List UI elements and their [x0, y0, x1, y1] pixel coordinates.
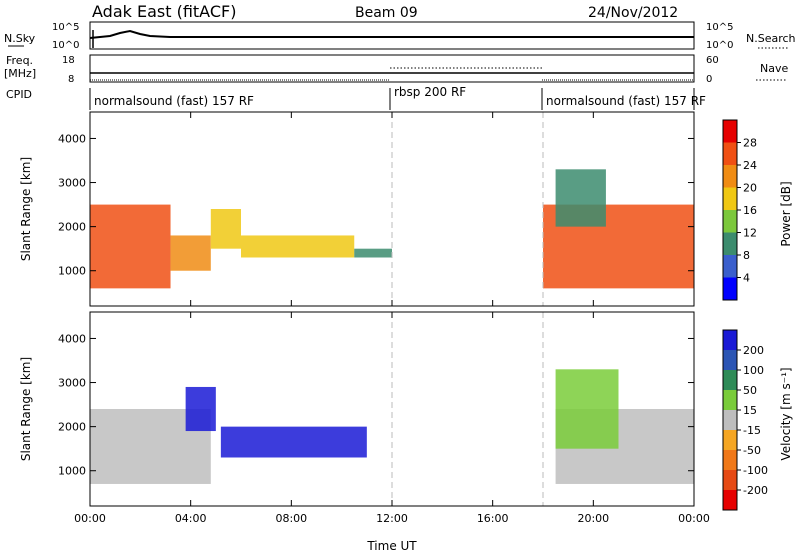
nave-tick-top: 60 — [706, 55, 719, 66]
colorbar-swatch — [723, 142, 737, 166]
colorbar-swatch — [723, 410, 737, 431]
colorbar-tick-label: 200 — [743, 344, 764, 357]
colorbar-swatch — [723, 490, 737, 511]
colorbar-swatch — [723, 187, 737, 211]
x-tick-label: 16:00 — [477, 512, 509, 525]
data-region — [170, 235, 211, 271]
nsky-strip: N.Sky 10^5 10^0 10^5 10^0 N.Search — [4, 21, 796, 51]
freq-unit: [MHz] — [4, 67, 36, 80]
colorbar-swatch — [723, 390, 737, 411]
nsearch-tick-bottom: 10^0 — [706, 40, 733, 51]
station-title: Adak East (fitACF) — [92, 2, 236, 21]
nave-label: Nave — [760, 62, 788, 75]
x-tick-label: 04:00 — [175, 512, 207, 525]
colorbar-swatch — [723, 350, 737, 371]
colorbar-swatch — [723, 330, 737, 351]
freq-tick-bottom: 8 — [68, 74, 74, 85]
x-tick-label: 00:00 — [678, 512, 710, 525]
freq-label: Freq. — [6, 54, 33, 67]
cpid-label: CPID — [6, 88, 32, 101]
colorbar-tick-label: 8 — [743, 249, 750, 262]
colorbar-tick-label: 100 — [743, 364, 764, 377]
colorbar-swatch — [723, 370, 737, 391]
data-region — [185, 386, 216, 432]
x-tick-label: 00:00 — [74, 512, 106, 525]
colorbar-tick-label: 12 — [743, 227, 757, 240]
velocity-ylabel: Slant Range [km] — [19, 357, 33, 461]
colorbar-swatch — [723, 120, 737, 143]
nsky-tick-top: 10^5 — [52, 22, 79, 33]
date-title: 24/Nov/2012 — [588, 5, 678, 21]
power-data — [90, 112, 694, 306]
freq-tick-top: 18 — [62, 55, 75, 66]
cpid-segment-1: normalsound (fast) 157 RF — [94, 94, 254, 108]
x-axis-label: Time UT — [366, 539, 417, 553]
colorbar-tick-label: -100 — [743, 464, 768, 477]
colorbar-swatch — [723, 232, 737, 256]
y-tick-label: 1000 — [58, 265, 86, 278]
data-region — [354, 248, 392, 258]
colorbar-tick-label: 4 — [743, 272, 750, 285]
data-region — [90, 204, 171, 289]
nsky-label: N.Sky — [4, 32, 36, 45]
y-tick-label: 2000 — [58, 221, 86, 234]
colorbar-tick-label: 20 — [743, 182, 757, 195]
data-region — [555, 369, 619, 449]
y-tick-label: 2000 — [58, 421, 86, 434]
power-colorbar: 28 24 20 16 12 8 4 — [722, 119, 757, 301]
colorbar-swatch — [723, 430, 737, 451]
colorbar-tick-label: 50 — [743, 384, 757, 397]
beam-title: Beam 09 — [355, 5, 418, 21]
velocity-panel: 1000 2000 3000 4000 Slant Range [km] — [19, 311, 695, 507]
cpid-segment-2: rbsp 200 RF — [394, 85, 466, 99]
y-tick-label: 1000 — [58, 465, 86, 478]
power-yticks: 1000 2000 3000 4000 — [58, 132, 694, 278]
colorbar-swatch — [723, 165, 737, 188]
velocity-data — [90, 312, 694, 506]
data-region — [555, 169, 606, 227]
y-tick-label: 4000 — [58, 132, 86, 145]
colorbar-swatch — [723, 277, 737, 301]
y-tick-label: 3000 — [58, 377, 86, 390]
nave-tick-bottom: 0 — [706, 74, 712, 85]
colorbar-swatch — [723, 255, 737, 278]
nsearch-tick-top: 10^5 — [706, 22, 733, 33]
colorbar-frame — [722, 329, 738, 511]
velocity-yticks: 1000 2000 3000 4000 — [58, 332, 694, 478]
x-axis: 00:00 04:00 08:00 12:00 16:00 20:00 00:00 — [74, 112, 710, 525]
data-region — [210, 209, 241, 249]
x-tick-label: 20:00 — [577, 512, 609, 525]
data-region — [220, 426, 367, 458]
velocity-colorbar-label: Velocity [m s⁻¹] — [779, 367, 793, 460]
x-tick-label: 12:00 — [376, 512, 408, 525]
freq-strip: Freq. [MHz] 18 8 60 0 Nave — [4, 54, 788, 85]
colorbar-swatch — [723, 210, 737, 233]
colorbar-tick-label: 28 — [743, 137, 757, 150]
colorbar-tick-label: -15 — [743, 424, 761, 437]
colorbar-tick-label: -50 — [743, 444, 761, 457]
cpid-segment-3: normalsound (fast) 157 RF — [546, 94, 706, 108]
power-colorbar-label: Power [dB] — [779, 181, 793, 246]
y-tick-label: 4000 — [58, 332, 86, 345]
nsearch-label: N.Search — [746, 32, 796, 45]
data-region — [241, 235, 355, 258]
colorbar-tick-label: 16 — [743, 204, 757, 217]
colorbar-tick-label: 24 — [743, 159, 757, 172]
colorbar-swatch — [723, 470, 737, 491]
y-tick-label: 3000 — [58, 177, 86, 190]
colorbar-swatch — [723, 450, 737, 471]
x-tick-label: 08:00 — [275, 512, 307, 525]
power-ylabel: Slant Range [km] — [19, 157, 33, 261]
colorbar-tick-label: 15 — [743, 404, 757, 417]
colorbar-tick-label: -200 — [743, 484, 768, 497]
power-panel: 1000 2000 3000 4000 Slant Range [km] — [19, 111, 695, 307]
velocity-colorbar: 200 100 50 15 -15 -50 -100 -200 — [722, 329, 768, 511]
nsky-line — [89, 29, 694, 39]
cpid-strip: CPID normalsound (fast) 157 RF rbsp 200 … — [6, 85, 706, 110]
nsky-tick-bottom: 10^0 — [52, 40, 79, 51]
